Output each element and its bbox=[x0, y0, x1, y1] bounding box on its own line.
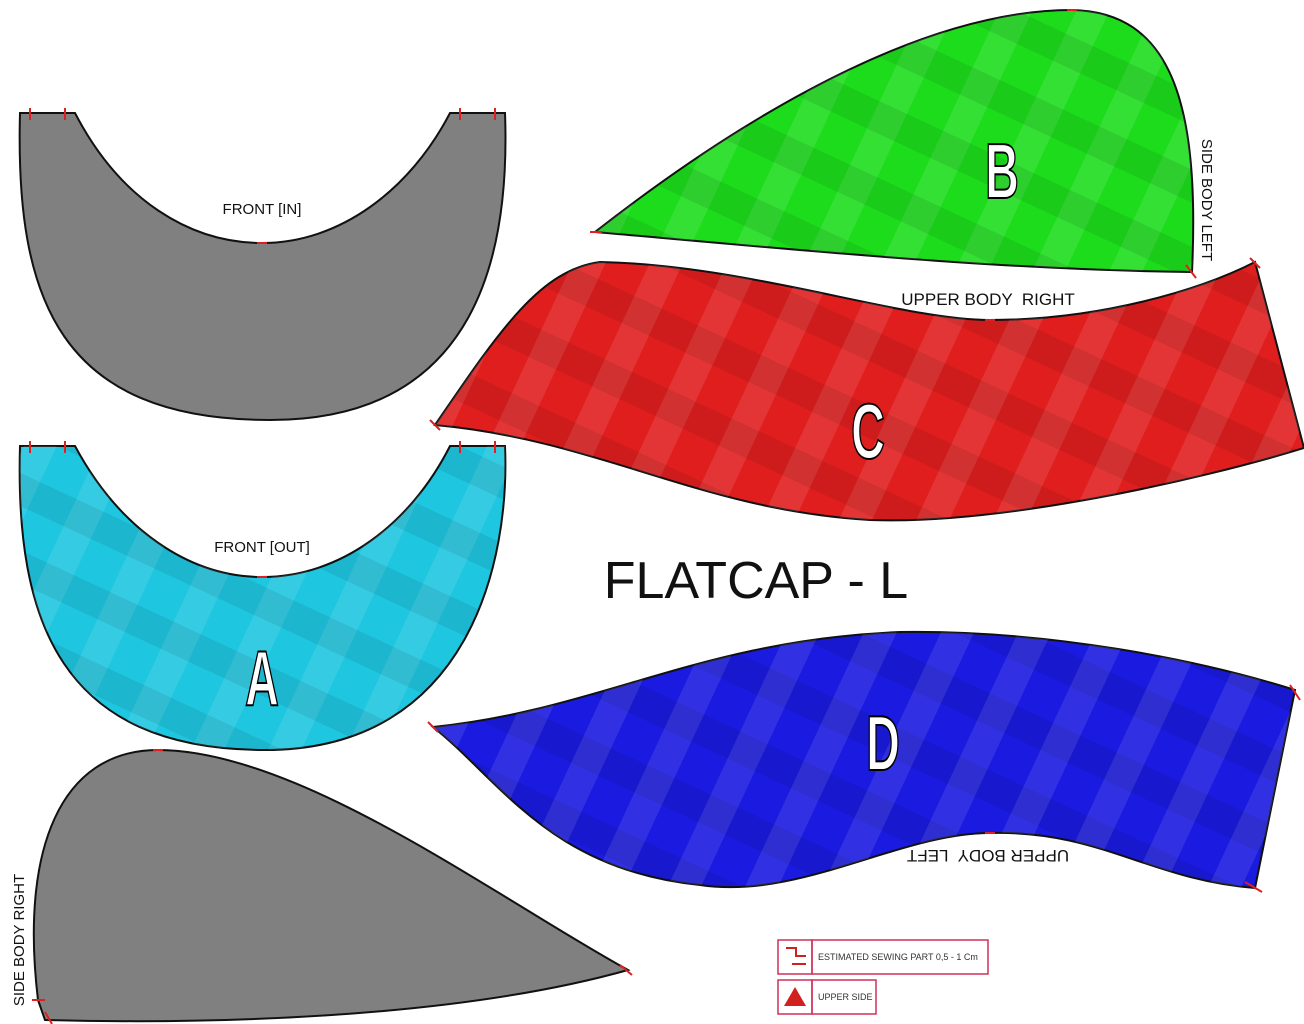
piece-label: FRONT [OUT] bbox=[214, 539, 310, 556]
plaid-overlay bbox=[433, 631, 1295, 888]
legend-label: ESTIMATED SEWING PART 0,5 - 1 Cm bbox=[818, 952, 978, 962]
piece-label: UPPER BODY LEFT bbox=[907, 846, 1069, 865]
legend: ESTIMATED SEWING PART 0,5 - 1 Cm UPPER S… bbox=[777, 939, 989, 1015]
piece-letter: D bbox=[866, 700, 900, 787]
piece-letter: A bbox=[245, 635, 279, 722]
notch-marks bbox=[29, 9, 1301, 1024]
plaid-overlay bbox=[435, 262, 1304, 521]
side-body-right-piece bbox=[32, 748, 631, 1023]
piece-label: SIDE BODY LEFT bbox=[1198, 139, 1215, 261]
piece-letter: C bbox=[851, 388, 885, 475]
plaid-overlay bbox=[19, 446, 506, 750]
piece-label: UPPER BODY RIGHT bbox=[901, 290, 1075, 309]
piece-letter: B bbox=[985, 128, 1019, 215]
piece-label: SIDE BODY RIGHT bbox=[11, 874, 28, 1006]
front-in-piece bbox=[18, 112, 507, 422]
title: FLATCAP - L bbox=[604, 552, 908, 610]
piece-label: FRONT [IN] bbox=[223, 201, 302, 218]
plaid-overlay bbox=[595, 10, 1194, 272]
legend-label: UPPER SIDE bbox=[818, 992, 873, 1002]
